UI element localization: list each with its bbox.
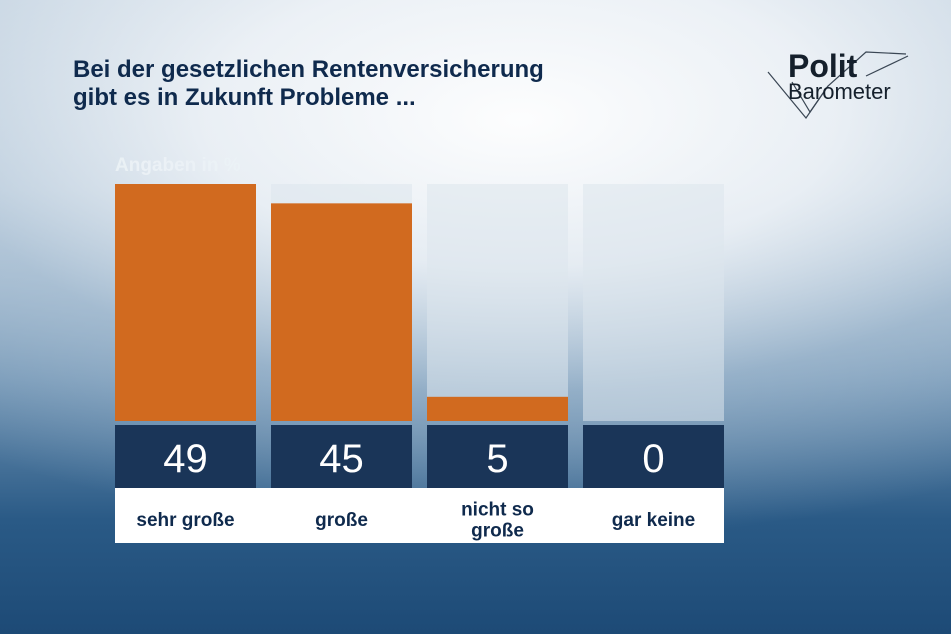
bar [427, 396, 568, 421]
value-box [115, 425, 256, 488]
value-box [271, 425, 412, 488]
category-label: große [471, 521, 524, 542]
category-label: nicht so [461, 500, 534, 521]
politbarometer-logo: Polit Barometer [766, 46, 916, 126]
value-box [427, 425, 568, 488]
category-label: gar keine [612, 510, 695, 531]
category-label: sehr große [136, 510, 234, 531]
value-label: 0 [642, 437, 664, 481]
category-label-panel [115, 488, 724, 543]
value-label: 5 [486, 437, 508, 481]
value-label: 49 [163, 437, 208, 481]
checkmark-icon [767, 51, 909, 119]
bar-track [583, 184, 724, 421]
bar [271, 203, 412, 421]
bar [115, 184, 256, 421]
title-line-2: gibt es in Zukunft Probleme ... [73, 84, 416, 111]
unit-label: Angaben in % [115, 155, 241, 176]
chart-title: Bei der gesetzlichen Rentenversicherung … [73, 56, 713, 112]
value-box [583, 425, 724, 488]
title-line-1: Bei der gesetzlichen Rentenversicherung [73, 56, 544, 83]
value-label: 45 [319, 437, 364, 481]
category-label: große [315, 510, 368, 531]
logo-line-1: Polit [788, 48, 858, 84]
logo-line-2: Barometer [788, 79, 891, 104]
bar-track [427, 184, 568, 421]
